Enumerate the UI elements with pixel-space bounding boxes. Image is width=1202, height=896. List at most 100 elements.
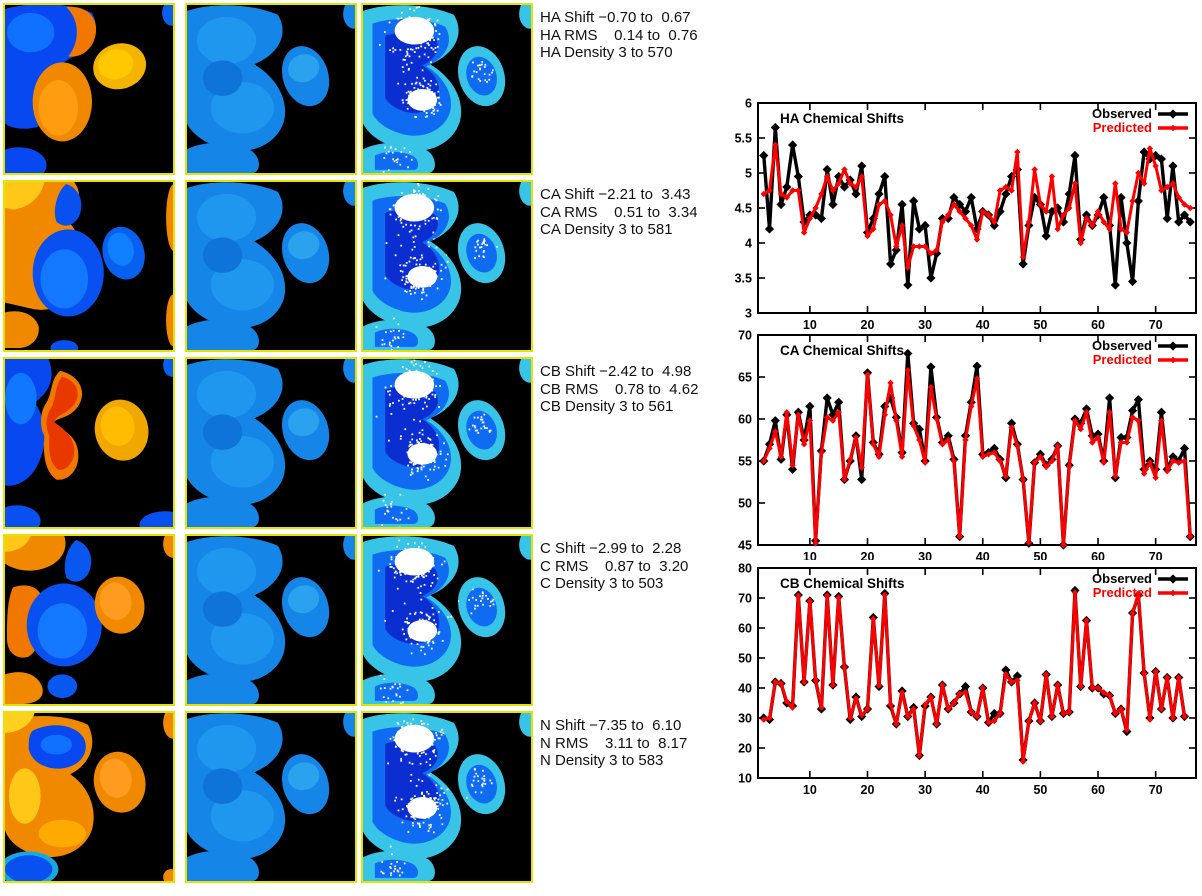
y-tick-label: 45 xyxy=(738,539,752,553)
x-tick-label: 60 xyxy=(1091,550,1105,560)
density-map-graphic xyxy=(363,5,531,173)
y-tick-label: 5 xyxy=(745,167,752,181)
stat-line: CA RMS 0.51 to 3.34 xyxy=(540,203,698,221)
chart-title: HA Chemical Shifts xyxy=(780,111,904,126)
legend-observed-label: Observed xyxy=(1092,338,1152,353)
y-tick-label: 60 xyxy=(738,622,752,636)
y-tick-label: 65 xyxy=(738,371,752,385)
c-rms-map xyxy=(185,534,357,706)
stat-line: C Density 3 to 503 xyxy=(540,575,664,592)
stat-line: CB Shift −2.42 to 4.98 xyxy=(540,363,692,380)
rms-map-graphic xyxy=(187,359,355,527)
stat-line: N Shift −7.35 to 6.10 xyxy=(540,717,682,734)
x-tick-label: 20 xyxy=(861,550,875,560)
shift-map-graphic xyxy=(5,5,173,173)
y-tick-label: 5.5 xyxy=(735,132,752,146)
stat-line: N Density 3 to 583 xyxy=(540,752,664,769)
rms-map-graphic xyxy=(187,5,355,173)
stat-line: HA Shift −0.70 to 0.67 xyxy=(540,9,691,26)
c-stats-label: C Shift −2.99 to 2.28 C RMS 0.87 to 3.20 C… xyxy=(540,540,745,593)
y-tick-label: 60 xyxy=(738,413,752,427)
legend-predicted-label: Predicted xyxy=(1093,352,1152,367)
y-tick-label: 3 xyxy=(745,307,752,321)
stat-line: HA RMS 0.14 to 0.76 xyxy=(540,26,698,44)
y-tick-label: 50 xyxy=(738,497,752,511)
ha-chemical-shifts-chart: 10 20 30 40 50 60 70 3 3.5 4 4.5 5 5.5 6 HA Chemical S… xyxy=(718,90,1202,330)
x-tick-label: 70 xyxy=(1149,318,1163,330)
y-tick-label: 3.5 xyxy=(735,272,752,286)
y-tick-label: 30 xyxy=(738,712,752,726)
c-density-map xyxy=(361,534,533,706)
density-map-graphic xyxy=(363,713,531,881)
ca-rms-map xyxy=(185,180,357,352)
x-tick-label: 50 xyxy=(1033,783,1047,797)
n-rms-map xyxy=(185,711,357,883)
shift-map-graphic xyxy=(5,182,173,350)
ha-density-map xyxy=(361,3,533,175)
chart-title: CB Chemical Shifts xyxy=(780,576,905,591)
rms-map-graphic xyxy=(187,713,355,881)
y-tick-label: 4 xyxy=(745,237,752,251)
x-tick-label: 60 xyxy=(1091,783,1105,797)
cb-shift-map xyxy=(3,357,175,529)
y-tick-label: 40 xyxy=(738,682,752,696)
cb-rms-map xyxy=(185,357,357,529)
rms-map-graphic xyxy=(187,182,355,350)
chart-title: CA Chemical Shifts xyxy=(780,343,904,358)
x-tick-label: 70 xyxy=(1149,783,1163,797)
n-shift-map xyxy=(3,711,175,883)
x-tick-label: 70 xyxy=(1149,550,1163,560)
y-tick-label: 6 xyxy=(745,97,752,111)
x-tick-label: 10 xyxy=(803,783,817,797)
y-tick-label: 70 xyxy=(738,329,752,343)
shift-map-graphic xyxy=(5,713,173,881)
y-tick-label: 55 xyxy=(738,455,752,469)
ca-stats-label: CA Shift −2.21 to 3.43 CA RMS 0.51 to 3.3… xyxy=(540,186,745,239)
cb-density-map xyxy=(361,357,533,529)
n-density-map xyxy=(361,711,533,883)
chart-canvas: 10 20 30 40 50 60 70 10 20 30 40 50 60 70 80 CB Chemica… xyxy=(738,562,1197,797)
shift-map-graphic xyxy=(5,536,173,704)
y-tick-label: 80 xyxy=(738,562,752,576)
x-tick-label: 50 xyxy=(1033,550,1047,560)
density-map-graphic xyxy=(363,536,531,704)
stat-line: CB RMS 0.78 to 4.62 xyxy=(540,380,699,398)
shift-map-graphic xyxy=(5,359,173,527)
ha-shift-map xyxy=(3,3,175,175)
x-tick-label: 10 xyxy=(803,550,817,560)
chart-canvas: 10 20 30 40 50 60 70 3 3.5 4 4.5 5 5.5 6 HA Chemical S… xyxy=(735,97,1197,330)
x-tick-label: 10 xyxy=(803,318,817,330)
x-tick-label: 20 xyxy=(861,783,875,797)
stat-line: HA Density 3 to 570 xyxy=(540,44,673,61)
x-tick-label: 50 xyxy=(1033,318,1047,330)
x-tick-label: 40 xyxy=(976,550,990,560)
stat-line: C RMS 0.87 to 3.20 xyxy=(540,557,689,575)
x-tick-label: 60 xyxy=(1091,318,1105,330)
y-tick-label: 4.5 xyxy=(735,202,752,216)
legend-observed-label: Observed xyxy=(1092,571,1152,586)
ha-stats-label: HA Shift −0.70 to 0.67 HA RMS 0.14 to 0.7… xyxy=(540,9,745,62)
density-map-graphic xyxy=(363,182,531,350)
x-tick-label: 40 xyxy=(976,318,990,330)
y-tick-label: 10 xyxy=(738,772,752,786)
stat-line: C Shift −2.99 to 2.28 xyxy=(540,540,682,557)
legend-predicted-label: Predicted xyxy=(1093,120,1152,135)
ca-density-map xyxy=(361,180,533,352)
x-tick-label: 30 xyxy=(918,783,932,797)
y-tick-label: 20 xyxy=(738,742,752,756)
y-tick-label: 50 xyxy=(738,652,752,666)
observed-line xyxy=(762,125,1192,287)
ca-shift-map xyxy=(3,180,175,352)
x-tick-label: 30 xyxy=(918,318,932,330)
legend-observed-label: Observed xyxy=(1092,106,1152,121)
x-tick-label: 30 xyxy=(918,550,932,560)
predicted-line xyxy=(763,591,1186,763)
n-stats-label: N Shift −7.35 to 6.10 N RMS 3.11 to 8.17 N… xyxy=(540,717,745,770)
rms-map-graphic xyxy=(187,536,355,704)
x-tick-label: 40 xyxy=(976,783,990,797)
y-tick-label: 70 xyxy=(738,592,752,606)
stat-line: CA Density 3 to 581 xyxy=(540,221,673,238)
cb-chemical-shifts-chart: 10 20 30 40 50 60 70 10 20 30 40 50 60 70 80 CB Chemica… xyxy=(718,560,1202,800)
stat-line: N RMS 3.11 to 8.17 xyxy=(540,734,688,752)
